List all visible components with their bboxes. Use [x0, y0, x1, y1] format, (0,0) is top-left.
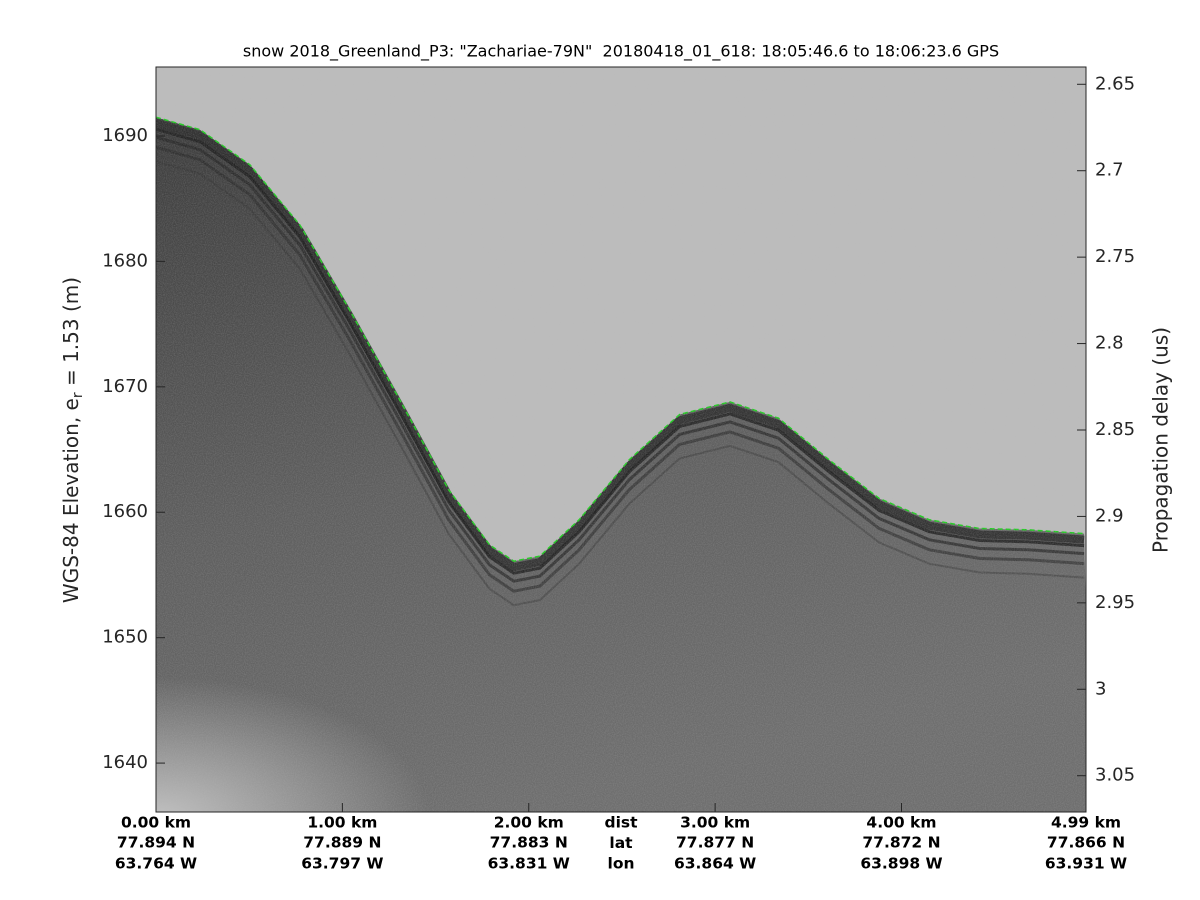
y-axis-label-end: = 1.53 (m) [59, 277, 83, 392]
lat-label: 77.877 N [676, 834, 754, 852]
x-tick-label: 0.00 km [121, 814, 191, 832]
y2-tick-label: 2.9 [1095, 505, 1124, 526]
lon-label: 63.864 W [674, 855, 756, 873]
row-label: lon [608, 855, 635, 873]
x-tick-label: 1.00 km [307, 814, 377, 832]
lon-label: 63.931 W [1045, 855, 1127, 873]
y-axis-label-sub: r [70, 392, 86, 398]
y-tick-label: 1640 [102, 752, 148, 773]
row-label: lat [609, 834, 633, 852]
lon-label: 63.898 W [860, 855, 942, 873]
lat-label: 77.866 N [1047, 834, 1125, 852]
axes: 1640 1650 1660 1670 1680 1690 2.65 2.7 2.75 2.8 2.… [102, 73, 1135, 872]
lon-label: 63.764 W [115, 855, 197, 873]
y2-tick-label: 2.7 [1095, 160, 1124, 181]
lon-label: 63.797 W [301, 855, 383, 873]
y2-tick-label: 2.65 [1095, 73, 1135, 94]
x-tick-label: 4.99 km [1051, 814, 1121, 832]
y2-tick-label: 3.05 [1095, 765, 1135, 786]
y-axis-label-main: WGS-84 Elevation, e [59, 398, 83, 603]
y2-tick-label: 2.95 [1095, 592, 1135, 613]
y2-tick-label: 2.75 [1095, 246, 1135, 267]
row-label: dist [604, 814, 638, 832]
x-tick-label: 3.00 km [680, 814, 750, 832]
y2-tick-label: 2.85 [1095, 419, 1135, 440]
y-tick-label: 1680 [102, 250, 148, 271]
lat-label: 77.872 N [862, 834, 940, 852]
y-tick-label: 1690 [102, 125, 148, 146]
y-tick-label: 1660 [102, 501, 148, 522]
lat-label: 77.883 N [490, 834, 568, 852]
y-tick-label: 1670 [102, 376, 148, 397]
plot-frame [155, 66, 1087, 813]
echogram [156, 67, 1086, 812]
y2-tick-label: 3 [1095, 678, 1106, 699]
x-tick-label: 4.00 km [866, 814, 936, 832]
y2-axis-label: Propagation delay (us) [1149, 327, 1173, 553]
noise [156, 67, 1086, 812]
lat-label: 77.894 N [117, 834, 195, 852]
y-axis-label: WGS-84 Elevation, er = 1.53 (m) [59, 277, 87, 603]
lat-label: 77.889 N [303, 834, 381, 852]
lon-label: 63.831 W [488, 855, 570, 873]
y-tick-label: 1650 [102, 627, 148, 648]
y2-tick-label: 2.8 [1095, 333, 1124, 354]
chart-title: snow 2018_Greenland_P3: "Zachariae-79N" … [243, 42, 999, 62]
x-tick-label: 2.00 km [494, 814, 564, 832]
